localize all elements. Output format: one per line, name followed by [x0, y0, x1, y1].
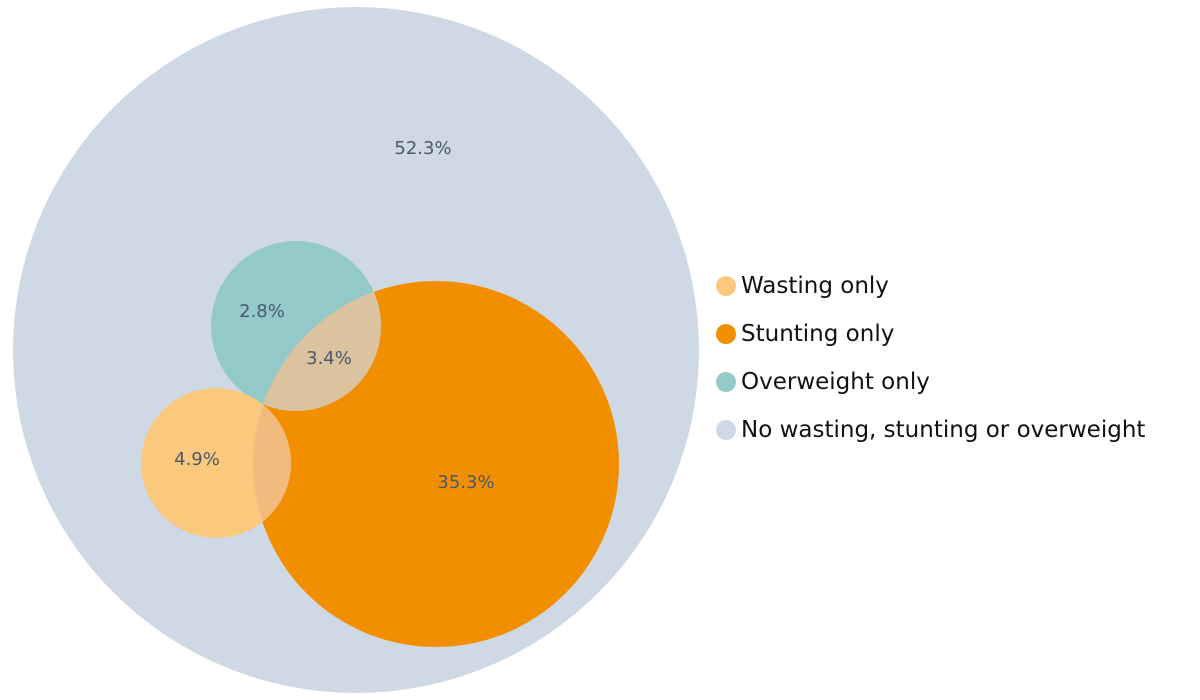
label-stunting-only: 35.3%	[437, 472, 494, 493]
label-overlap-overweight-stunting: 3.4%	[306, 348, 352, 369]
legend-swatch-wasting-only	[716, 276, 736, 296]
legend-swatch-stunting-only	[716, 324, 736, 344]
circle-wasting-only	[141, 388, 291, 538]
legend: Wasting only Stunting only Overweight on…	[716, 262, 1145, 454]
label-overweight-only: 2.8%	[239, 301, 285, 322]
legend-label-overweight-only: Overweight only	[741, 369, 930, 395]
legend-item-stunting-only: Stunting only	[716, 310, 1145, 358]
legend-item-wasting-only: Wasting only	[716, 262, 1145, 310]
legend-swatch-no-wasting-stunting-overweight	[716, 420, 736, 440]
label-wasting-only: 4.9%	[174, 449, 220, 470]
legend-swatch-overweight-only	[716, 372, 736, 392]
legend-item-no-wasting-stunting-overweight: No wasting, stunting or overweight	[716, 406, 1145, 454]
legend-label-wasting-only: Wasting only	[741, 273, 889, 299]
legend-item-overweight-only: Overweight only	[716, 358, 1145, 406]
legend-label-stunting-only: Stunting only	[741, 321, 895, 347]
label-no-wasting-stunting-overweight: 52.3%	[394, 138, 451, 159]
legend-label-no-wasting-stunting-overweight: No wasting, stunting or overweight	[741, 417, 1146, 443]
